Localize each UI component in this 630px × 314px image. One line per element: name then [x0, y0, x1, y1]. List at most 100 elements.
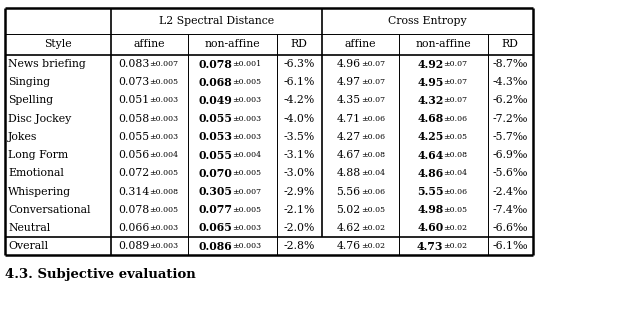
Text: ±0.05: ±0.05 — [444, 133, 467, 141]
Text: Overall: Overall — [8, 241, 49, 251]
Text: ±0.07: ±0.07 — [360, 78, 385, 86]
Text: 4.86: 4.86 — [417, 168, 444, 179]
Text: ±0.003: ±0.003 — [232, 133, 261, 141]
Text: L2 Spectral Distance: L2 Spectral Distance — [159, 16, 274, 26]
Text: ±0.05: ±0.05 — [444, 206, 467, 214]
Text: Spelling: Spelling — [8, 95, 54, 106]
Text: -6.2‰: -6.2‰ — [493, 95, 528, 106]
Text: 0.065: 0.065 — [198, 222, 232, 234]
Text: 4.73: 4.73 — [417, 241, 444, 252]
Text: -4.0%: -4.0% — [284, 114, 315, 124]
Text: 4.68: 4.68 — [417, 113, 444, 124]
Text: ±0.06: ±0.06 — [360, 187, 385, 196]
Text: Jokes: Jokes — [8, 132, 38, 142]
Text: 4.67: 4.67 — [336, 150, 360, 160]
Text: 0.314: 0.314 — [118, 187, 150, 197]
Text: 4.76: 4.76 — [336, 241, 360, 251]
Text: 0.058: 0.058 — [118, 114, 150, 124]
Text: 4.88: 4.88 — [336, 168, 360, 178]
Text: 5.02: 5.02 — [336, 205, 360, 215]
Text: 0.053: 0.053 — [198, 131, 232, 143]
Text: -3.0%: -3.0% — [284, 168, 315, 178]
Text: Singing: Singing — [8, 77, 50, 87]
Text: 4.35: 4.35 — [336, 95, 360, 106]
Text: ±0.005: ±0.005 — [150, 78, 179, 86]
Text: ±0.003: ±0.003 — [150, 242, 179, 250]
Text: 5.56: 5.56 — [336, 187, 360, 197]
Text: ±0.06: ±0.06 — [444, 187, 467, 196]
Text: affine: affine — [134, 39, 165, 49]
Text: ±0.08: ±0.08 — [360, 151, 385, 159]
Text: 0.055: 0.055 — [198, 113, 232, 124]
Text: 4.92: 4.92 — [417, 58, 444, 70]
Text: ±0.07: ±0.07 — [444, 96, 467, 105]
Text: ±0.003: ±0.003 — [232, 96, 261, 105]
Text: 0.049: 0.049 — [198, 95, 232, 106]
Text: -6.6‰: -6.6‰ — [493, 223, 528, 233]
Text: 4.27: 4.27 — [336, 132, 360, 142]
Text: RD: RD — [291, 39, 307, 49]
Text: 4.62: 4.62 — [336, 223, 360, 233]
Text: 4.32: 4.32 — [417, 95, 444, 106]
Text: ±0.001: ±0.001 — [232, 60, 261, 68]
Text: 0.077: 0.077 — [198, 204, 232, 215]
Text: ±0.05: ±0.05 — [360, 206, 385, 214]
Text: affine: affine — [345, 39, 377, 49]
Text: -2.8%: -2.8% — [284, 241, 315, 251]
Text: ±0.005: ±0.005 — [232, 169, 261, 177]
Text: ±0.008: ±0.008 — [150, 187, 179, 196]
Text: -4.2%: -4.2% — [284, 95, 315, 106]
Text: -2.9%: -2.9% — [284, 187, 315, 197]
Text: Neutral: Neutral — [8, 223, 50, 233]
Text: ±0.003: ±0.003 — [150, 224, 179, 232]
Text: ±0.005: ±0.005 — [232, 78, 261, 86]
Text: ±0.003: ±0.003 — [232, 242, 261, 250]
Text: 0.078: 0.078 — [198, 58, 232, 70]
Text: 0.051: 0.051 — [118, 95, 150, 106]
Text: ±0.003: ±0.003 — [150, 115, 179, 123]
Text: 0.055: 0.055 — [118, 132, 150, 142]
Text: ±0.06: ±0.06 — [444, 115, 467, 123]
Text: -5.7‰: -5.7‰ — [493, 132, 528, 142]
Text: ±0.06: ±0.06 — [360, 133, 385, 141]
Text: ±0.003: ±0.003 — [150, 96, 179, 105]
Text: ±0.003: ±0.003 — [150, 133, 179, 141]
Text: Emotional: Emotional — [8, 168, 64, 178]
Text: non-affine: non-affine — [205, 39, 260, 49]
Text: RD: RD — [502, 39, 518, 49]
Text: ±0.007: ±0.007 — [232, 187, 261, 196]
Text: ±0.04: ±0.04 — [360, 169, 385, 177]
Text: 0.078: 0.078 — [118, 205, 150, 215]
Text: ±0.02: ±0.02 — [360, 242, 385, 250]
Text: ±0.005: ±0.005 — [232, 206, 261, 214]
Text: 0.073: 0.073 — [118, 77, 150, 87]
Text: ±0.04: ±0.04 — [444, 169, 467, 177]
Text: 4.97: 4.97 — [336, 77, 360, 87]
Text: 4.95: 4.95 — [417, 77, 444, 88]
Text: ±0.004: ±0.004 — [232, 151, 261, 159]
Text: Conversational: Conversational — [8, 205, 91, 215]
Text: Cross Entropy: Cross Entropy — [388, 16, 467, 26]
Text: ±0.005: ±0.005 — [150, 206, 179, 214]
Text: -3.5%: -3.5% — [284, 132, 315, 142]
Text: 0.056: 0.056 — [118, 150, 150, 160]
Text: 0.055: 0.055 — [198, 149, 232, 161]
Text: 5.55: 5.55 — [417, 186, 444, 197]
Text: ±0.06: ±0.06 — [360, 115, 385, 123]
Text: -7.2‰: -7.2‰ — [493, 114, 528, 124]
Text: -6.1%: -6.1% — [284, 77, 315, 87]
Text: 0.086: 0.086 — [198, 241, 232, 252]
Text: -8.7‰: -8.7‰ — [493, 59, 528, 69]
Text: -7.4‰: -7.4‰ — [493, 205, 528, 215]
Text: ±0.02: ±0.02 — [444, 242, 467, 250]
Text: Disc Jockey: Disc Jockey — [8, 114, 71, 124]
Text: 4.3. Subjective evaluation: 4.3. Subjective evaluation — [5, 268, 196, 281]
Text: ±0.005: ±0.005 — [150, 169, 179, 177]
Text: -6.3%: -6.3% — [284, 59, 315, 69]
Text: -2.0%: -2.0% — [284, 223, 315, 233]
Text: 0.070: 0.070 — [198, 168, 232, 179]
Text: Style: Style — [44, 39, 72, 49]
Text: ±0.004: ±0.004 — [150, 151, 179, 159]
Text: 4.98: 4.98 — [417, 204, 444, 215]
Text: 0.305: 0.305 — [198, 186, 232, 197]
